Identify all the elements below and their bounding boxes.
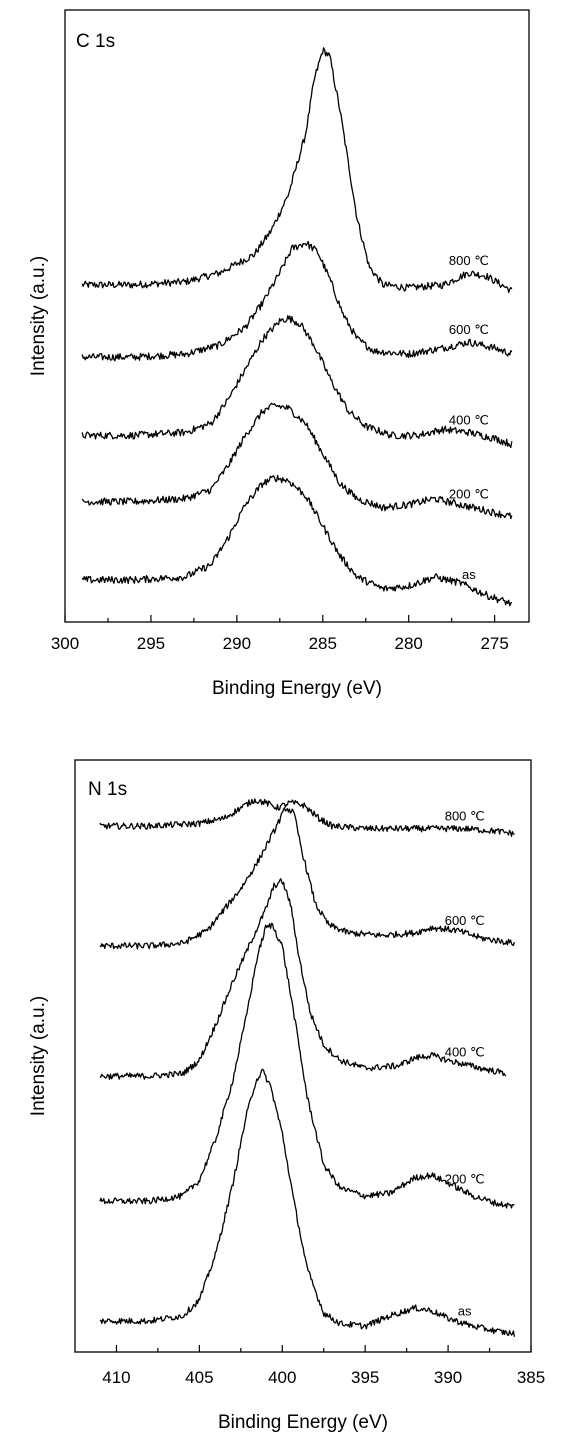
c1s-series-label: 600 ℃ xyxy=(449,322,489,337)
n1s-series-label: 400 ℃ xyxy=(445,1044,485,1059)
n1s-series-line xyxy=(99,1068,516,1337)
c1s-panel-title: C 1s xyxy=(76,31,115,52)
n1s-curves: 800 ℃ 600 ℃ 400 ℃ 200 ℃ as xyxy=(99,798,516,1337)
c1s-x-tick-label: 280 xyxy=(395,634,423,653)
n1s-series-label: 200 ℃ xyxy=(445,1172,485,1187)
n1s-series-line xyxy=(99,798,515,837)
n1s-x-tick-label: 405 xyxy=(185,1368,213,1387)
c1s-plot-frame xyxy=(64,9,530,623)
n1s-plot-frame xyxy=(74,759,532,1353)
c1s-series-line xyxy=(81,47,513,294)
c1s-curves: 800 ℃ 600 ℃ 400 ℃ 200 ℃ as xyxy=(81,47,513,607)
n1s-x-tick-label: 400 xyxy=(268,1368,296,1387)
n1s-y-axis-title: Intensity (a.u.) xyxy=(28,996,49,1116)
n1s-x-tick-label: 385 xyxy=(517,1368,545,1387)
n1s-series-line xyxy=(99,878,507,1080)
n1s-panel-title: N 1s xyxy=(88,779,127,800)
c1s-x-tick-label: 275 xyxy=(480,634,508,653)
n1s-x-tick-label: 395 xyxy=(351,1368,379,1387)
c1s-y-axis-title: Intensity (a.u.) xyxy=(28,256,49,376)
n1s-x-axis-title: Binding Energy (eV) xyxy=(218,1412,388,1433)
c1s-x-tick-label: 285 xyxy=(309,634,337,653)
c1s-series-line xyxy=(81,315,513,449)
c1s-x-axis: 300 295 290 285 280 275 xyxy=(51,615,509,653)
n1s-series-label: as xyxy=(458,1304,472,1319)
c1s-series-line xyxy=(81,402,513,520)
n1s-x-axis: 410 405 400 395 390 385 xyxy=(102,1345,545,1387)
c1s-series-label: 400 ℃ xyxy=(449,412,489,427)
n1s-series-label: 800 ℃ xyxy=(445,809,485,824)
n1s-x-tick-label: 390 xyxy=(434,1368,462,1387)
c1s-x-tick-label: 290 xyxy=(223,634,251,653)
c1s-x-tick-label: 300 xyxy=(51,634,79,653)
n1s-series-line xyxy=(99,922,515,1209)
n1s-series-line xyxy=(99,807,516,950)
n1s-series-label: 600 ℃ xyxy=(445,913,485,928)
c1s-series-label: as xyxy=(462,567,476,582)
c1s-panel: C 1s 800 ℃ 600 ℃ 400 ℃ 200 ℃ as 300 295 290 285… xyxy=(28,9,530,699)
n1s-panel: N 1s 800 ℃ 600 ℃ 400 ℃ 200 ℃ as 410 405 400 395… xyxy=(28,759,545,1433)
c1s-x-tick-label: 295 xyxy=(137,634,165,653)
c1s-series-line xyxy=(81,474,513,607)
c1s-series-label: 200 ℃ xyxy=(449,487,489,502)
c1s-x-axis-title: Binding Energy (eV) xyxy=(212,678,382,699)
c1s-series-line xyxy=(81,240,513,362)
c1s-series-label: 800 ℃ xyxy=(449,253,489,268)
n1s-x-tick-label: 410 xyxy=(102,1368,130,1387)
